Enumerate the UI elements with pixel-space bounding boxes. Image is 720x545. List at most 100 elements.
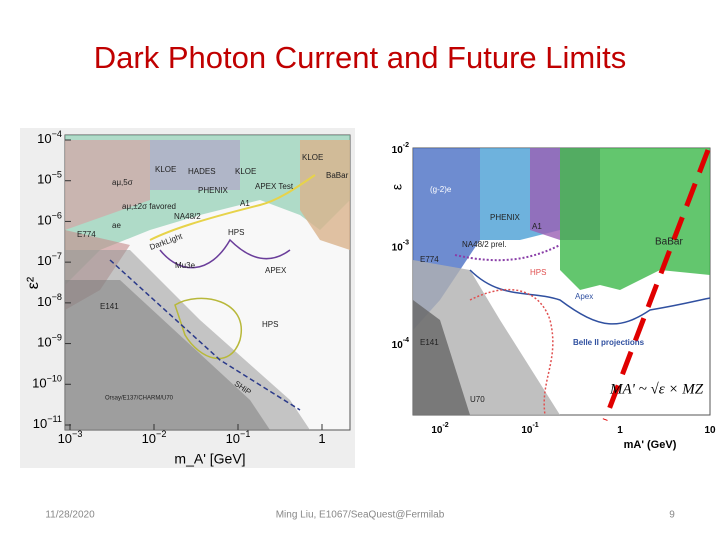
tick-exponent: −9: [52, 333, 62, 343]
region-label: U70: [470, 395, 485, 404]
darklight-curve: [149, 174, 316, 241]
tick-label: 1: [617, 425, 623, 436]
region-label: BaBar: [655, 237, 683, 248]
tick-label: 1: [318, 431, 325, 446]
footer-date: 11/28/2020: [45, 510, 95, 521]
tick-label: 10−6: [37, 211, 62, 228]
region-label: E774: [420, 255, 439, 264]
region-label: KLOE: [155, 165, 176, 174]
tick-exponent: −11: [47, 414, 62, 424]
region-label: KLOE: [302, 153, 323, 162]
region: [150, 140, 240, 190]
region: [413, 300, 470, 415]
annotation-line: [602, 149, 711, 421]
curve: [454, 244, 561, 262]
tick-label: 10−11: [33, 414, 62, 431]
region: [65, 140, 150, 230]
tick-label: 10−8: [37, 292, 62, 309]
region-label: E774: [77, 230, 96, 239]
tick-base: 10: [32, 376, 46, 391]
region-label: A1: [240, 199, 250, 208]
tick-label: 10-3: [392, 239, 409, 253]
apex-curve: [159, 238, 291, 269]
tick-exponent: −10: [47, 374, 62, 384]
tick-label: 10−2: [142, 429, 167, 446]
region-label: HPS: [262, 320, 278, 329]
tick-exponent: −6: [52, 211, 62, 221]
tick-base: 10: [37, 213, 51, 228]
region-label: NA48/2: [174, 212, 201, 221]
tick-exponent: -2: [442, 422, 448, 429]
tick-label: 10−4: [37, 129, 62, 146]
belle-curve: [469, 269, 711, 325]
tick-exponent: −1: [240, 429, 250, 439]
tick-base: 10: [37, 172, 51, 187]
region-label: A1: [532, 222, 542, 231]
tick-base: 10: [431, 425, 443, 436]
region-label: APEX Test: [255, 182, 294, 191]
tick-base: 10: [142, 431, 156, 446]
region-label: Belle II projections: [573, 338, 645, 347]
tick-label: 10−1: [226, 429, 251, 446]
region-label: Apex: [575, 292, 593, 301]
tick-exponent: -4: [403, 337, 409, 344]
tick-exponent: −8: [52, 292, 62, 302]
region-label: aμ,±2σ favored: [122, 202, 176, 211]
tick-base: 10: [392, 145, 404, 156]
hps-contour: [174, 297, 243, 360]
tick-exponent: −2: [156, 429, 166, 439]
region-label: HPS: [228, 228, 244, 237]
tick-exponent: -1: [532, 422, 538, 429]
tick-base: 10: [37, 335, 51, 350]
region-label: aμ,5σ: [112, 178, 133, 187]
region-label: ae: [112, 221, 121, 230]
region-label: HPS: [530, 268, 546, 277]
region-label: NA48/2 prel.: [462, 240, 506, 249]
tick-label: 10-4: [392, 337, 409, 351]
annotation: MA' ~ √ε × MZ: [609, 381, 704, 397]
footer-page: 9: [669, 510, 675, 521]
region-label: E141: [420, 338, 439, 347]
tick-label: 10-2: [431, 422, 448, 436]
tick-label: 10-1: [521, 422, 538, 436]
region-label: KLOE: [235, 167, 256, 176]
tick-base: 10: [33, 416, 47, 431]
tick-label: 10-2: [392, 142, 409, 156]
tick-base: 10: [37, 294, 51, 309]
left-figure: ε² m_A' [GeV] KLOE HADES KLOE KLOE BaBar…: [20, 128, 355, 468]
region: [560, 148, 710, 290]
tick-base: 10: [521, 425, 533, 436]
tick-exponent: −3: [72, 429, 82, 439]
tick-base: 10: [58, 431, 72, 446]
region-label: PHENIX: [198, 186, 228, 195]
ship-curve: [109, 259, 301, 411]
tick-base: 10: [226, 431, 240, 446]
tick-base: 10: [392, 242, 404, 253]
tick-label: 10−7: [37, 252, 62, 269]
region-label: Orsay/E137/CHARM/U70: [105, 396, 174, 402]
region-label: PHENIX: [490, 213, 520, 222]
tick-label: 10−5: [37, 170, 62, 187]
tick-base: 1: [318, 431, 325, 446]
right-figure: ε mA' (GeV) (g-2)e PHENIX A1 BaBar NA48/…: [389, 147, 711, 451]
x-axis-label: mA' (GeV): [624, 439, 677, 451]
tick-label: 10−3: [58, 429, 83, 446]
tick-exponent: −5: [52, 170, 62, 180]
region-label: E141: [100, 302, 119, 311]
tick-base: 10: [37, 131, 51, 146]
tick-label: 10: [704, 425, 716, 436]
footer-author: Ming Liu, E1067/SeaQuest@Fermilab: [276, 510, 445, 521]
tick-base: 10: [37, 254, 51, 269]
y-axis-label: ε²: [25, 276, 42, 289]
region-label: BaBar: [326, 171, 349, 180]
region-label: HADES: [188, 167, 216, 176]
region: [300, 140, 350, 250]
region-label: Mu3e: [175, 261, 196, 270]
tick-base: 10: [704, 425, 716, 436]
slide-title: Dark Photon Current and Future Limits: [94, 40, 626, 75]
x-axis-label: m_A' [GeV]: [174, 451, 245, 467]
region-label: APEX: [265, 266, 287, 275]
tick-label: 10−9: [37, 333, 62, 350]
region: [65, 280, 270, 430]
